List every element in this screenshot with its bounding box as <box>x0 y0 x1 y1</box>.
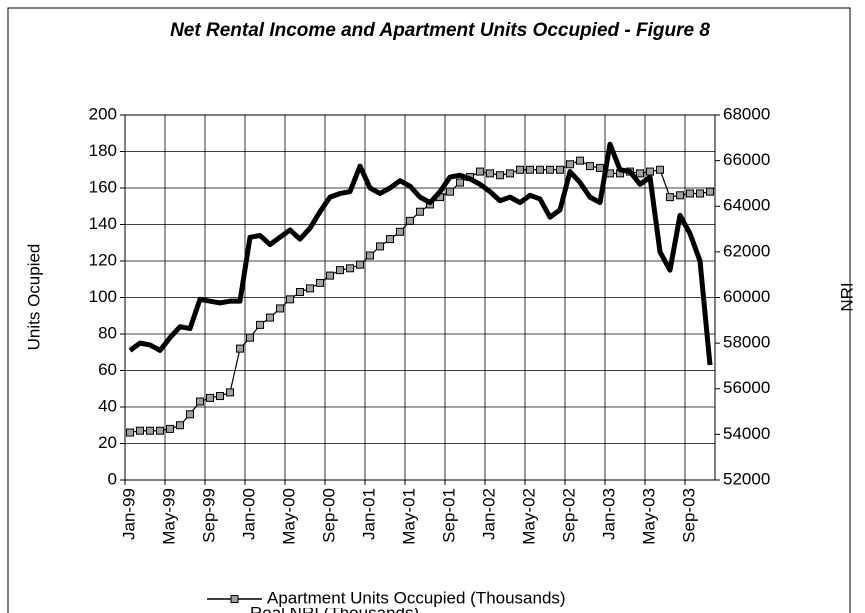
legend-bg <box>264 589 524 608</box>
legend-label: Apartment Units Occupied (Thousands) <box>267 588 566 607</box>
marker <box>166 424 174 433</box>
y-tick-label: 100 <box>89 287 117 306</box>
x-tick-label: Jan-99 <box>119 488 138 540</box>
marker <box>536 165 544 174</box>
marker <box>186 410 194 419</box>
x-tick-label: Jan-03 <box>599 488 618 540</box>
chart-title: Net Rental Income and Apartment Units Oc… <box>170 20 710 41</box>
y2-tick-label: 58000 <box>723 333 770 352</box>
y-axis-title: Units Ocupied <box>24 244 43 351</box>
y-tick-label: 180 <box>89 141 117 160</box>
y2-tick-label: 56000 <box>723 378 770 397</box>
marker <box>696 189 704 198</box>
y2-tick-label: 54000 <box>723 424 770 443</box>
x-tick-label: Sep-01 <box>439 488 458 543</box>
marker <box>656 165 664 174</box>
marker <box>526 165 534 174</box>
marker <box>406 216 414 225</box>
y-tick-label: 20 <box>98 433 117 452</box>
marker <box>146 426 154 435</box>
y2-tick-label: 62000 <box>723 241 770 260</box>
marker <box>386 235 394 244</box>
legend-label: Real NRI (Thousands) <box>250 603 419 613</box>
marker <box>686 189 694 198</box>
y-tick-label: 40 <box>98 396 117 415</box>
marker <box>136 426 144 435</box>
marker <box>176 421 184 430</box>
y-tick-label: 60 <box>98 360 117 379</box>
marker <box>516 165 524 174</box>
marker <box>286 295 294 304</box>
marker <box>316 278 324 287</box>
y-tick-label: 140 <box>89 214 117 233</box>
x-tick-label: Sep-99 <box>199 488 218 543</box>
marker <box>486 169 494 178</box>
marker <box>376 242 384 251</box>
y2-axis-title: NRI <box>837 282 856 311</box>
marker <box>246 333 254 342</box>
marker <box>336 266 344 275</box>
y-tick-label: 120 <box>89 250 117 269</box>
marker <box>226 388 234 397</box>
x-tick-label: May-99 <box>159 488 178 545</box>
marker <box>566 160 574 169</box>
marker <box>216 392 224 401</box>
marker <box>446 187 454 196</box>
x-tick-label: Jan-02 <box>479 488 498 540</box>
marker <box>196 397 204 406</box>
y2-tick-label: 60000 <box>723 287 770 306</box>
marker <box>636 169 644 178</box>
y2-tick-label: 52000 <box>723 469 770 488</box>
marker <box>416 207 424 216</box>
x-tick-label: Sep-00 <box>319 488 338 543</box>
marker <box>586 162 594 171</box>
y2-tick-label: 66000 <box>723 150 770 169</box>
marker <box>256 320 264 329</box>
y-tick-label: 80 <box>98 323 117 342</box>
marker <box>496 171 504 180</box>
x-tick-label: Sep-02 <box>559 488 578 543</box>
x-tick-label: Jan-00 <box>239 488 258 540</box>
marker <box>456 178 464 187</box>
marker <box>266 313 274 322</box>
marker <box>646 167 654 176</box>
x-tick-label: Jan-01 <box>359 488 378 540</box>
x-tick-label: May-02 <box>519 488 538 545</box>
marker <box>156 426 164 435</box>
x-tick-label: May-01 <box>399 488 418 545</box>
marker <box>576 156 584 165</box>
marker <box>396 227 404 236</box>
y-tick-label: 200 <box>89 104 117 123</box>
marker <box>546 165 554 174</box>
y2-tick-label: 68000 <box>723 104 770 123</box>
marker <box>366 251 374 260</box>
marker <box>676 191 684 200</box>
y2-tick-label: 64000 <box>723 196 770 215</box>
marker <box>296 288 304 297</box>
marker <box>476 167 484 176</box>
marker <box>556 165 564 174</box>
y-tick-label: 160 <box>89 177 117 196</box>
marker <box>306 284 314 293</box>
x-tick-label: Sep-03 <box>679 488 698 543</box>
marker <box>356 260 364 269</box>
y-tick-label: 0 <box>108 469 117 488</box>
marker <box>666 193 674 202</box>
series-line <box>128 141 713 366</box>
marker <box>506 169 514 178</box>
marker <box>236 344 244 353</box>
marker <box>276 304 284 313</box>
x-tick-label: May-03 <box>639 488 658 545</box>
marker <box>206 393 214 402</box>
marker <box>346 264 354 273</box>
x-tick-label: May-00 <box>279 488 298 545</box>
legend-marker <box>230 595 239 603</box>
marker <box>326 271 334 280</box>
marker <box>706 187 714 196</box>
marker <box>596 163 604 172</box>
marker <box>126 428 134 437</box>
